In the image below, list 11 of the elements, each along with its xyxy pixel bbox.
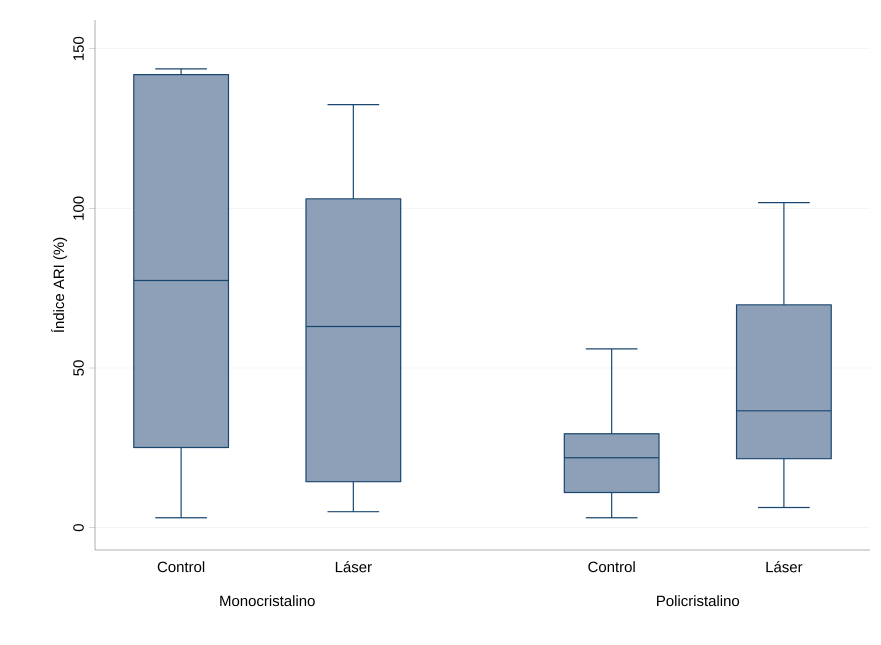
y-tick-label: 0	[73, 524, 84, 532]
x-tick-label: Control	[158, 561, 204, 572]
text: Policristalino	[657, 595, 740, 606]
text: Monocristalino	[220, 595, 315, 606]
y-axis-title: Índice ARI (%)	[51, 238, 68, 332]
x-tick-label: Control	[588, 561, 635, 572]
y-tick-label: 50	[73, 360, 84, 376]
y-tick-label: 100	[73, 196, 84, 220]
y-tick-label: 150	[73, 36, 84, 60]
x-tick-label: Láser	[336, 561, 372, 572]
x-tick-label: Láser	[766, 561, 802, 572]
